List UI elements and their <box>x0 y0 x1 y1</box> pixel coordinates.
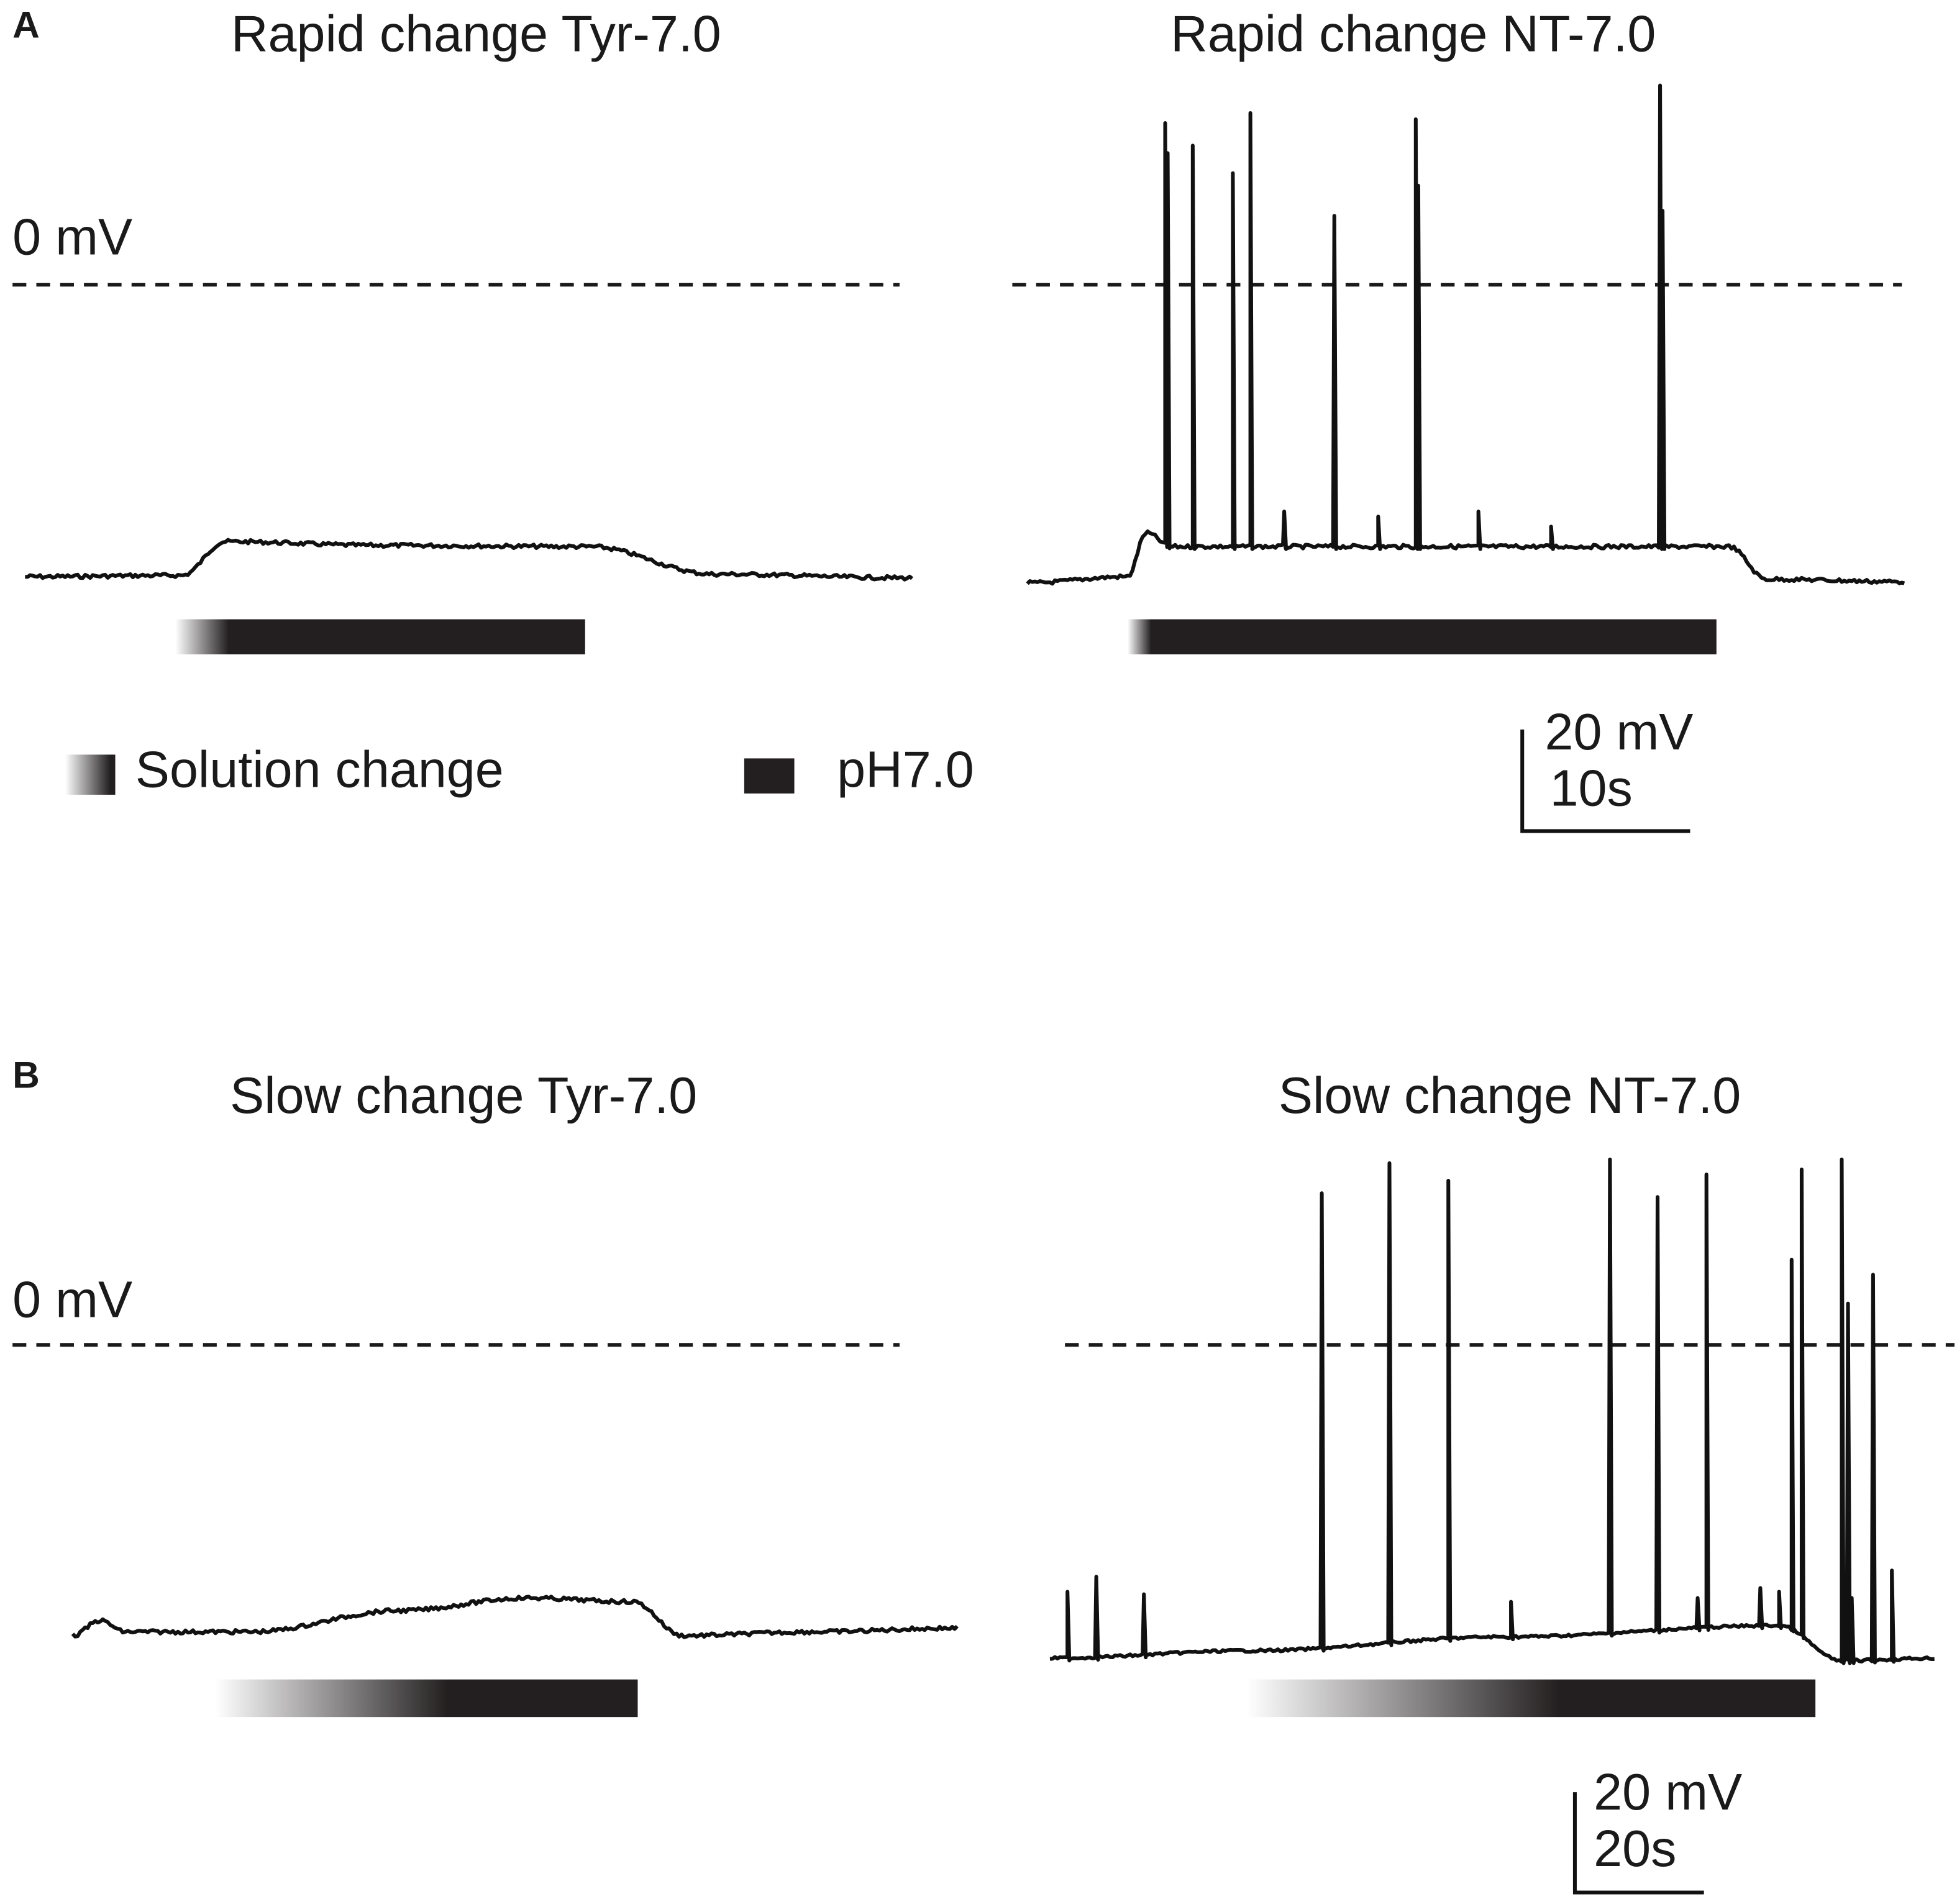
panel-label: A <box>12 4 40 46</box>
treatment-bar <box>1246 1679 1816 1718</box>
legend-label: Solution change <box>135 740 504 798</box>
scale-bar <box>1572 1792 1704 1895</box>
panel-label: B <box>12 1054 40 1096</box>
voltage-trace <box>71 1595 959 1639</box>
treatment-bar <box>175 619 585 655</box>
treatment-bar <box>215 1679 638 1718</box>
scale-bar <box>1520 730 1690 833</box>
scale-label: 20s <box>1594 1819 1676 1877</box>
voltage-trace <box>1049 1157 1935 1665</box>
voltage-trace <box>25 538 914 582</box>
scale-label: 20 mV <box>1545 703 1694 761</box>
zero-label: 0 mV <box>12 208 132 265</box>
trace-title: Rapid change NT-7.0 <box>1170 5 1656 63</box>
legend-label: pH7.0 <box>837 740 974 798</box>
scale-label: 10s <box>1550 759 1633 817</box>
treatment-bar <box>1127 619 1717 655</box>
legend-swatch <box>744 758 795 794</box>
scale-label: 20 mV <box>1594 1763 1742 1821</box>
trace-title: Slow change Tyr-7.0 <box>230 1066 697 1124</box>
trace-title: Slow change NT-7.0 <box>1279 1066 1741 1124</box>
zero-label: 0 mV <box>12 1271 132 1329</box>
legend-swatch <box>65 754 116 795</box>
voltage-trace <box>1026 83 1905 586</box>
trace-title: Rapid change Tyr-7.0 <box>231 5 721 63</box>
